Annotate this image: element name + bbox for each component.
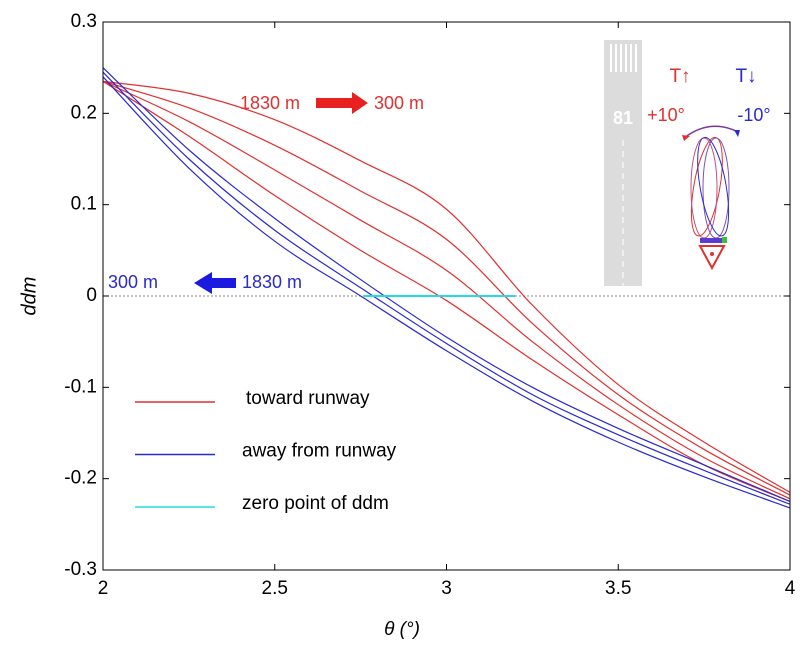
series-line	[102, 71, 791, 505]
runway-stripes	[610, 44, 637, 286]
arc-head	[682, 135, 690, 141]
antenna	[700, 238, 722, 243]
runway-label: 81	[613, 108, 633, 128]
series-line	[102, 80, 791, 493]
angle-arc	[683, 125, 739, 139]
annotation: 300 m	[374, 93, 424, 113]
series-line	[102, 67, 791, 503]
y-axis-label: ddm	[18, 277, 40, 316]
y-tick-label: -0.1	[64, 376, 97, 397]
y-tick-label: -0.3	[64, 559, 97, 580]
station-dot	[710, 252, 714, 256]
x-axis-label: θ (°)	[384, 619, 420, 640]
inset-diagram: 81 T↑ T↓ +10° -10°	[604, 40, 771, 286]
y-tick-label: -0.2	[64, 468, 97, 489]
y-tick-label: 0.2	[71, 102, 97, 123]
t-down: T↓	[735, 66, 756, 87]
lobes	[690, 136, 730, 239]
x-tick-label: 2	[98, 578, 109, 599]
arrow	[194, 272, 236, 294]
annotation: 300 m	[108, 272, 158, 292]
x-tick-label: 3.5	[605, 578, 631, 599]
legend-label: zero point of ddm	[242, 493, 389, 514]
y-tick-label: 0.3	[71, 11, 97, 32]
station	[698, 245, 726, 271]
series-line	[102, 80, 791, 500]
series-line	[102, 80, 791, 496]
annotation: 1830 m	[242, 272, 302, 292]
plot	[102, 67, 791, 509]
antenna-tip	[722, 237, 727, 243]
y-tick-label: 0	[86, 285, 97, 306]
legend-label: away from runway	[242, 441, 397, 462]
series-line	[102, 76, 791, 509]
annotation: 1830 m	[240, 93, 300, 113]
x-tick-label: 3	[441, 578, 452, 599]
plus-angle: +10°	[647, 105, 685, 125]
y-tick-label: 0.1	[71, 194, 97, 215]
legend-label: toward runway	[246, 388, 370, 409]
x-tick-label: 2.5	[262, 578, 288, 599]
t-up: T↑	[669, 66, 690, 87]
minus-angle: -10°	[737, 105, 770, 125]
x-tick-label: 4	[785, 578, 796, 599]
series-line	[102, 80, 791, 503]
arc-head	[734, 130, 740, 137]
arrow	[316, 92, 368, 114]
